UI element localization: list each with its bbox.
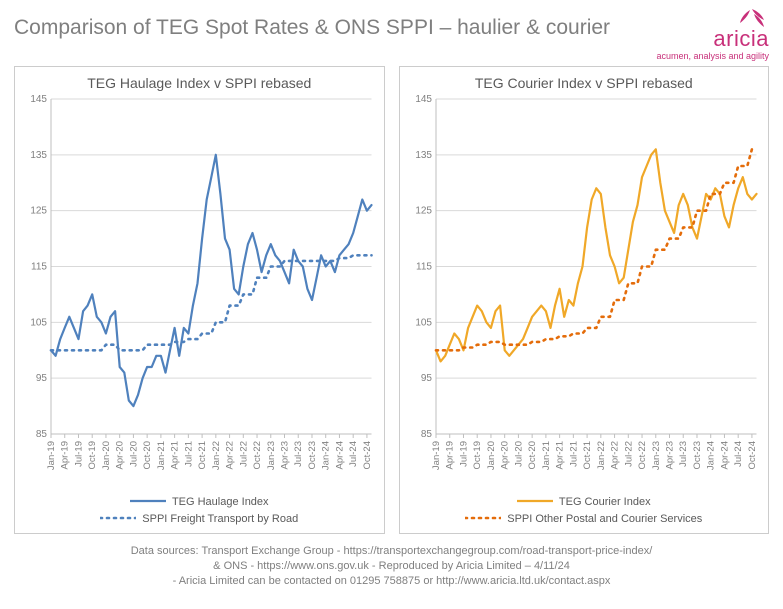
chart-plot: 8595105115125135145Jan-19Apr-19Jul-19Oct… [21, 95, 378, 490]
chart-courier: TEG Courier Index v SPPI rebased 85 95 105… [399, 66, 770, 534]
svg-text:Oct-20: Oct-20 [527, 441, 538, 470]
svg-text:Jan-22: Jan-22 [211, 441, 222, 470]
footer-line: & ONS - https://www.ons.gov.uk - Reprodu… [14, 559, 769, 574]
svg-text:Jul-19: Jul-19 [73, 441, 84, 467]
svg-text:Jan-24: Jan-24 [705, 441, 716, 470]
svg-text:Jan-19: Jan-19 [431, 441, 442, 470]
header: Comparison of TEG Spot Rates & ONS SPPI … [14, 10, 769, 66]
svg-text:Apr-23: Apr-23 [664, 441, 675, 470]
svg-text:Apr-19: Apr-19 [60, 441, 71, 470]
legend-item: TEG Haulage Index [130, 494, 269, 511]
svg-text:Jul-23: Jul-23 [678, 441, 689, 467]
svg-text:Jul-20: Jul-20 [513, 441, 524, 467]
legend-swatch [100, 511, 136, 528]
page: Comparison of TEG Spot Rates & ONS SPPI … [0, 0, 783, 609]
svg-text:Apr-19: Apr-19 [444, 441, 455, 470]
svg-text:Jul-19: Jul-19 [458, 441, 469, 467]
svg-text:95: 95 [420, 373, 432, 384]
svg-text:Jul-24: Jul-24 [348, 441, 359, 467]
svg-text:Jan-19: Jan-19 [46, 441, 57, 470]
svg-text:Jul-24: Jul-24 [733, 441, 744, 467]
chart-svg: 8595105115125135145Jan-19Apr-19Jul-19Oct… [21, 95, 378, 490]
svg-text:Apr-21: Apr-21 [554, 441, 565, 470]
svg-text:115: 115 [416, 262, 432, 273]
legend-item: TEG Courier Index [517, 494, 651, 511]
svg-text:Oct-19: Oct-19 [472, 441, 483, 470]
svg-text:Jul-22: Jul-22 [238, 441, 249, 467]
legend-label: SPPI Other Postal and Courier Services [507, 511, 702, 528]
legend-label: TEG Haulage Index [172, 494, 269, 511]
svg-text:Jul-21: Jul-21 [183, 441, 194, 467]
svg-text:115: 115 [31, 262, 47, 273]
svg-text:135: 135 [30, 150, 47, 161]
footer-line: - Aricia Limited can be contacted on 012… [14, 574, 769, 589]
svg-text:Oct-21: Oct-21 [582, 441, 593, 470]
svg-text:Jan-23: Jan-23 [266, 441, 277, 470]
legend-label: SPPI Freight Transport by Road [142, 511, 298, 528]
brand-tagline: acumen, analysis and agility [656, 51, 769, 61]
svg-text:Jul-20: Jul-20 [128, 441, 139, 467]
svg-text:105: 105 [30, 317, 47, 328]
legend-label: TEG Courier Index [559, 494, 651, 511]
svg-text:Apr-21: Apr-21 [170, 441, 181, 470]
svg-text:Oct-22: Oct-22 [637, 441, 648, 470]
svg-text:Apr-20: Apr-20 [499, 441, 510, 470]
svg-text:Jul-21: Jul-21 [568, 441, 579, 467]
svg-text:Oct-20: Oct-20 [142, 441, 153, 470]
svg-text:Apr-23: Apr-23 [280, 441, 291, 470]
svg-text:Jan-20: Jan-20 [485, 441, 496, 470]
svg-text:Jan-21: Jan-21 [540, 441, 551, 470]
svg-text:Apr-20: Apr-20 [115, 441, 126, 470]
footer-line: Data sources: Transport Exchange Group -… [14, 544, 769, 559]
footer: Data sources: Transport Exchange Group -… [14, 544, 769, 589]
svg-text:Jan-22: Jan-22 [595, 441, 606, 470]
svg-text:95: 95 [36, 373, 48, 384]
svg-text:85: 85 [36, 429, 48, 440]
svg-text:Oct-23: Oct-23 [691, 441, 702, 470]
chart-plot: 8595105115125135145Jan-19Apr-19Jul-19Oct… [406, 95, 763, 490]
svg-text:Jul-22: Jul-22 [623, 441, 634, 467]
svg-text:105: 105 [415, 317, 432, 328]
svg-text:145: 145 [30, 95, 47, 105]
legend-item: SPPI Other Postal and Courier Services [465, 511, 702, 528]
svg-text:Jan-24: Jan-24 [321, 441, 332, 470]
chart-title: TEG Haulage Index v SPPI rebased [21, 75, 378, 91]
chart-haulage: TEG Haulage Index v SPPI rebased 85 95 105… [14, 66, 385, 534]
svg-text:Oct-21: Oct-21 [197, 441, 208, 470]
legend-item: SPPI Freight Transport by Road [100, 511, 298, 528]
svg-text:Oct-23: Oct-23 [307, 441, 318, 470]
svg-text:Oct-24: Oct-24 [362, 441, 373, 470]
svg-text:Jan-21: Jan-21 [156, 441, 167, 470]
legend-swatch [465, 511, 501, 528]
brand-name: aricia [656, 28, 769, 50]
legend-swatch [130, 494, 166, 511]
svg-text:Apr-22: Apr-22 [225, 441, 236, 470]
svg-text:Oct-24: Oct-24 [746, 441, 757, 470]
chart-svg: 8595105115125135145Jan-19Apr-19Jul-19Oct… [406, 95, 763, 490]
brand-logo: aricia acumen, analysis and agility [656, 8, 769, 61]
chart-legend: TEG Haulage Index SPPI Freight Transport… [21, 490, 378, 529]
svg-text:85: 85 [420, 429, 432, 440]
legend-swatch [517, 494, 553, 511]
chart-legend: TEG Courier Index SPPI Other Postal and … [406, 490, 763, 529]
page-title: Comparison of TEG Spot Rates & ONS SPPI … [14, 16, 610, 40]
svg-text:Jan-20: Jan-20 [101, 441, 112, 470]
chart-title: TEG Courier Index v SPPI rebased [406, 75, 763, 91]
svg-text:135: 135 [415, 150, 432, 161]
svg-text:Apr-24: Apr-24 [334, 441, 345, 470]
svg-text:Jul-23: Jul-23 [293, 441, 304, 467]
svg-text:Apr-22: Apr-22 [609, 441, 620, 470]
svg-text:Jan-23: Jan-23 [650, 441, 661, 470]
svg-text:Oct-22: Oct-22 [252, 441, 263, 470]
svg-text:Oct-19: Oct-19 [87, 441, 98, 470]
svg-text:145: 145 [415, 95, 432, 105]
svg-text:125: 125 [30, 206, 47, 217]
charts-row: TEG Haulage Index v SPPI rebased 85 95 105… [14, 66, 769, 534]
svg-text:125: 125 [415, 206, 432, 217]
svg-text:Apr-24: Apr-24 [719, 441, 730, 470]
